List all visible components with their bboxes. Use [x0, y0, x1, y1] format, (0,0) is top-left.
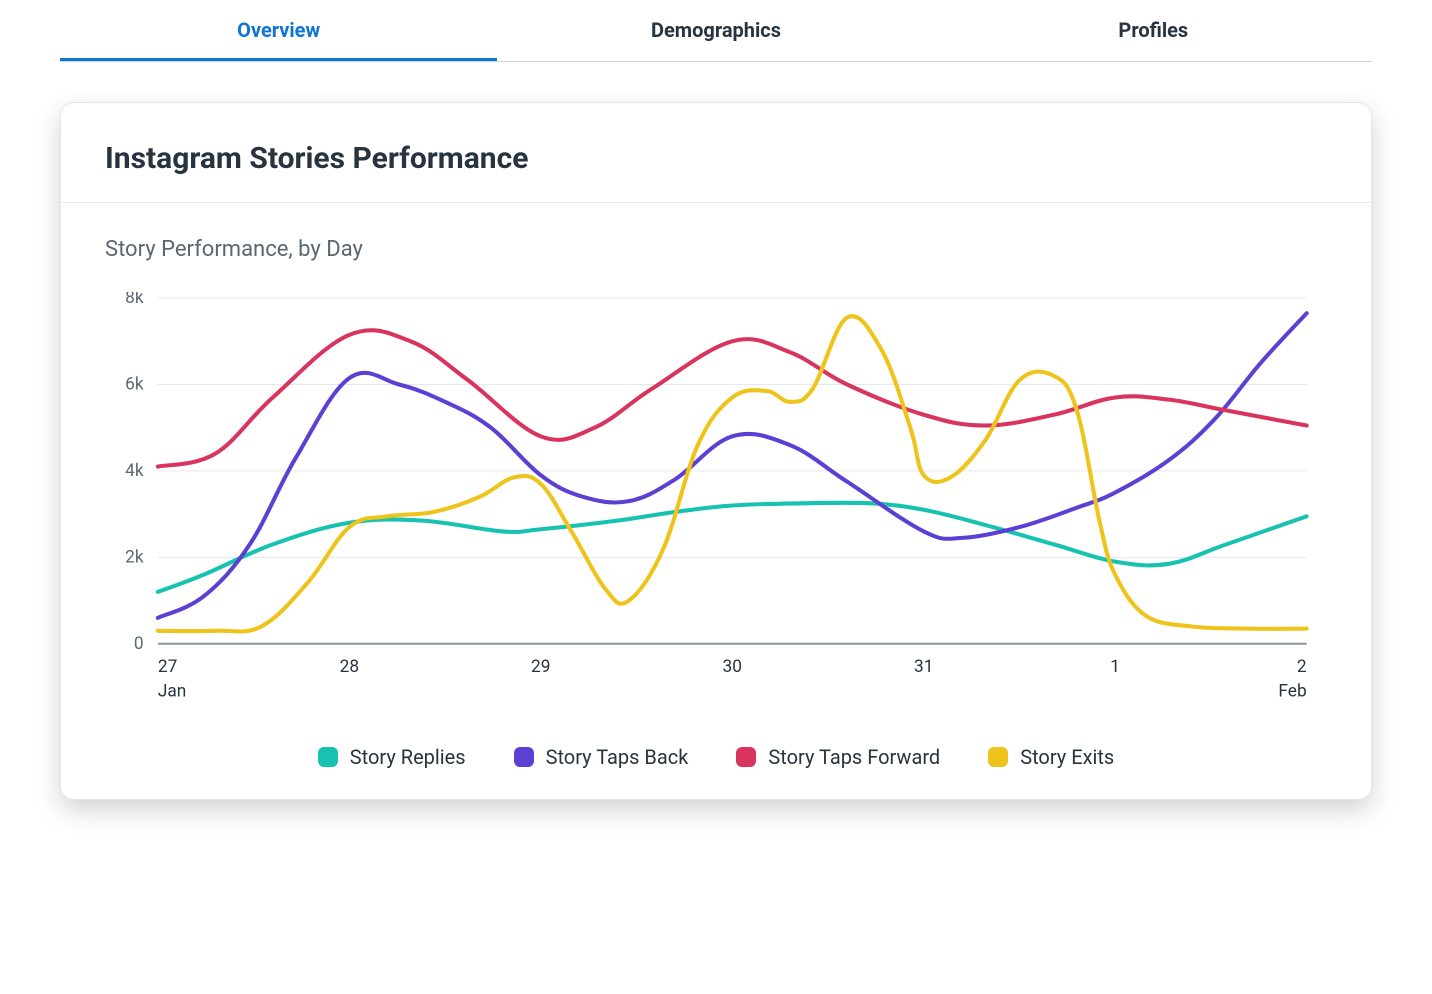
legend-item[interactable]: Story Taps Forward — [736, 745, 940, 769]
line-chart: 0 2k 4k 6k 8k 27 28 29 30 31 1 2 Jan Feb — [105, 292, 1327, 711]
svg-text:6k: 6k — [125, 375, 144, 395]
tab-overview[interactable]: Overview — [60, 0, 497, 61]
svg-text:Jan: Jan — [158, 682, 186, 702]
legend-item[interactable]: Story Taps Back — [514, 745, 689, 769]
legend-label: Story Taps Forward — [768, 745, 940, 769]
svg-text:31: 31 — [914, 657, 933, 677]
card-title: Instagram Stories Performance — [105, 141, 1327, 176]
performance-card: Instagram Stories Performance Story Perf… — [60, 102, 1372, 800]
svg-text:29: 29 — [531, 657, 550, 677]
tab-profiles[interactable]: Profiles — [935, 0, 1372, 61]
series-line — [158, 503, 1307, 592]
legend-swatch — [988, 747, 1008, 767]
svg-text:28: 28 — [340, 657, 359, 677]
chart-subtitle: Story Performance, by Day — [105, 237, 1327, 262]
tab-demographics[interactable]: Demographics — [497, 0, 934, 61]
chart-area: 0 2k 4k 6k 8k 27 28 29 30 31 1 2 Jan Feb — [105, 292, 1327, 711]
legend-label: Story Exits — [1020, 745, 1114, 769]
svg-text:1: 1 — [1110, 657, 1120, 677]
svg-text:2: 2 — [1297, 657, 1307, 677]
series-line — [158, 316, 1307, 631]
legend-item[interactable]: Story Replies — [318, 745, 466, 769]
tabs: OverviewDemographicsProfiles — [60, 0, 1372, 62]
card-body: Story Performance, by Day 0 2k 4k 6k 8k 27 28 2… — [61, 203, 1371, 799]
svg-text:0: 0 — [134, 634, 144, 654]
svg-text:4k: 4k — [125, 461, 144, 481]
svg-text:30: 30 — [723, 657, 742, 677]
legend-label: Story Taps Back — [546, 745, 689, 769]
svg-text:27: 27 — [158, 657, 177, 677]
legend-swatch — [318, 747, 338, 767]
card-header: Instagram Stories Performance — [61, 103, 1371, 203]
chart-legend: Story Replies Story Taps Back Story Taps F… — [105, 745, 1327, 769]
series-line — [158, 313, 1307, 618]
legend-label: Story Replies — [350, 745, 466, 769]
svg-text:8k: 8k — [125, 292, 144, 308]
legend-swatch — [736, 747, 756, 767]
svg-text:Feb: Feb — [1278, 682, 1306, 702]
svg-text:2k: 2k — [125, 547, 144, 567]
legend-swatch — [514, 747, 534, 767]
legend-item[interactable]: Story Exits — [988, 745, 1114, 769]
